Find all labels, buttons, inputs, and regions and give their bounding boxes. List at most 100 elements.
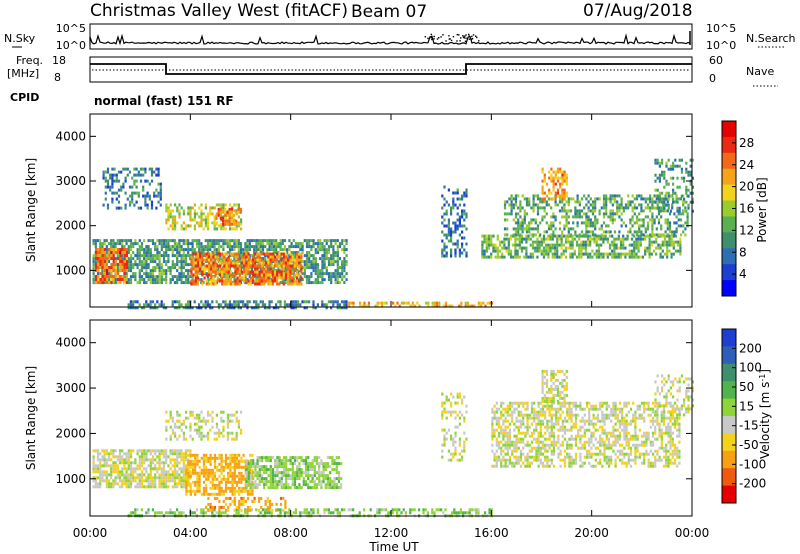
scatter-cell — [278, 462, 281, 466]
scatter-cell — [180, 422, 183, 426]
scatter-cell — [269, 258, 272, 262]
scatter-cell — [310, 260, 313, 264]
scatter-cell — [332, 303, 335, 307]
scatter-cell — [99, 278, 102, 281]
scatter-cell — [189, 218, 192, 222]
scatter-cell — [602, 237, 605, 241]
scatter-cell — [127, 251, 130, 255]
scatter-cell — [92, 263, 95, 267]
scatter-cell — [667, 158, 670, 162]
scatter-cell — [99, 476, 102, 480]
scatter-cell — [171, 251, 174, 255]
scatter-cell — [261, 303, 264, 307]
scatter-cell — [176, 221, 179, 225]
scatter-cell — [583, 194, 586, 198]
nsearch-point — [452, 35, 455, 38]
scatter-cell — [658, 161, 661, 165]
scatter-cell — [279, 242, 282, 246]
scatter-cell — [180, 272, 183, 276]
scatter-cell — [337, 471, 341, 475]
scatter-cell — [277, 245, 280, 249]
scatter-cell — [132, 479, 135, 483]
scatter-cell — [282, 465, 286, 469]
scatter-cell — [548, 191, 551, 195]
scatter-cell — [101, 263, 104, 266]
scatter-cell — [158, 272, 161, 276]
nsearch-point — [449, 38, 451, 40]
scatter-cell — [189, 474, 192, 478]
scatter-cell — [178, 248, 181, 252]
scatter-cell — [158, 251, 161, 255]
scatter-cell — [569, 209, 573, 213]
scatter-cell — [345, 303, 348, 307]
scatter-cell — [167, 485, 170, 489]
scatter-cell — [310, 239, 313, 243]
scatter-cell — [246, 303, 249, 307]
scatter-cell — [587, 221, 590, 225]
scatter-cell — [575, 240, 579, 244]
scatter-cell — [640, 218, 643, 222]
scatter-cell — [283, 306, 286, 310]
scatter-cell — [290, 306, 293, 310]
scatter-cell — [458, 215, 461, 219]
scatter-cell — [591, 230, 595, 234]
scatter-cell — [618, 203, 621, 207]
scatter-cell — [305, 251, 309, 255]
scatter-cell — [237, 303, 240, 307]
scatter-cell — [606, 240, 609, 244]
scatter-cell — [121, 458, 124, 462]
scatter-cell — [184, 306, 187, 310]
scatter-cell — [529, 237, 532, 241]
scatter-cell — [256, 282, 259, 286]
scatter-cell — [121, 479, 124, 483]
scatter-cell — [120, 170, 123, 174]
scatter-cell — [575, 234, 579, 238]
scatter-cell — [611, 249, 614, 253]
scatter-cell — [323, 257, 326, 261]
scatter-cell — [596, 221, 599, 225]
scatter-cell — [104, 197, 107, 201]
scatter-cell — [523, 218, 526, 222]
scatter-cell — [679, 224, 683, 228]
scatter-cell — [663, 200, 666, 204]
scatter-cell — [145, 248, 148, 252]
scatter-cell — [416, 301, 419, 305]
scatter-cell — [106, 170, 110, 174]
scatter-cell — [249, 492, 252, 496]
scatter-cell — [456, 188, 459, 192]
scatter-cell — [99, 257, 102, 260]
scatter-cell — [92, 278, 95, 282]
scatter-cell — [630, 249, 634, 253]
scatter-cell — [194, 273, 197, 277]
scatter-cell — [263, 480, 266, 484]
scatter-cell — [661, 161, 664, 165]
scatter-cell — [367, 304, 370, 308]
scatter-cell — [552, 170, 555, 174]
scatter-cell — [121, 251, 124, 254]
scatter-cell — [240, 261, 244, 265]
scatter-cell — [441, 206, 444, 210]
scatter-cell — [278, 483, 281, 487]
scatter-cell — [149, 306, 152, 310]
scatter-cell — [548, 176, 551, 180]
scatter-cell — [178, 452, 181, 456]
scatter-cell — [223, 261, 226, 265]
scatter-cell — [447, 230, 450, 234]
scatter-cell — [110, 239, 113, 243]
scatter-cell — [222, 222, 225, 226]
scatter-cell — [173, 248, 177, 252]
scatter-cell — [255, 239, 258, 243]
scatter-cell — [112, 278, 115, 281]
scatter-cell — [96, 476, 100, 480]
scatter-cell — [651, 206, 654, 210]
scatter-cell — [235, 212, 238, 216]
scatter-cell — [673, 233, 676, 237]
scatter-cell — [143, 455, 146, 459]
scatter-cell — [314, 306, 317, 310]
scatter-cell — [249, 483, 253, 487]
scatter-cell — [330, 263, 333, 267]
scatter-cell — [255, 248, 258, 252]
scatter-cell — [217, 242, 221, 246]
scatter-cell — [136, 449, 139, 453]
scatter-cell — [176, 452, 179, 456]
